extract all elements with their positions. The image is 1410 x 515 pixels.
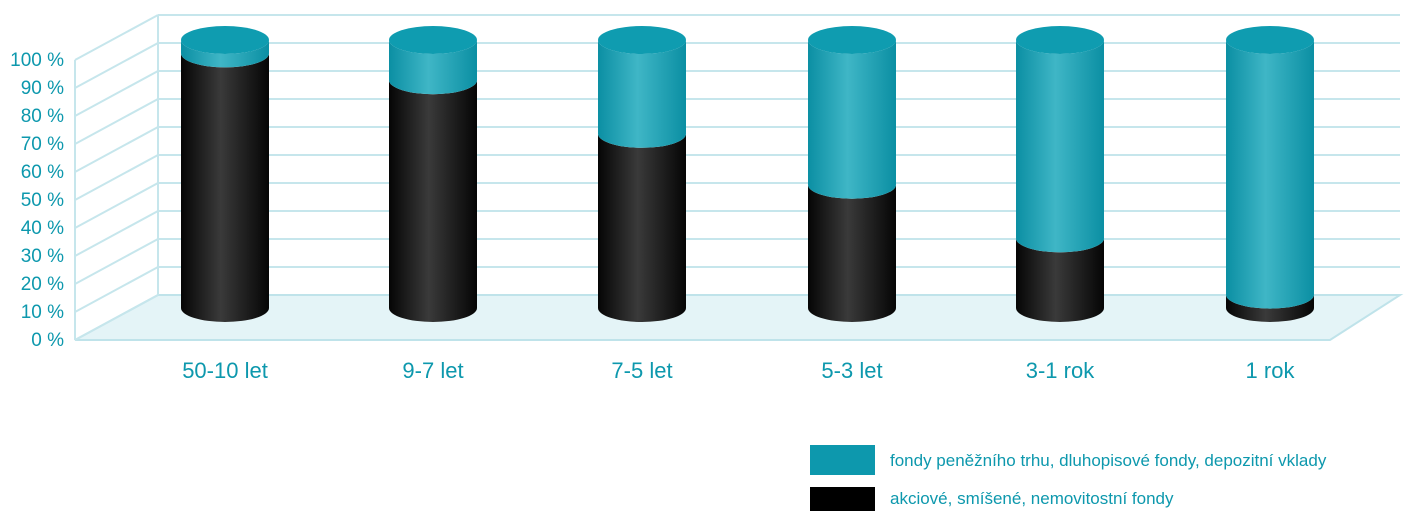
grid-side-line bbox=[74, 238, 159, 285]
bar-top-cap bbox=[808, 26, 896, 54]
bar-cylinder bbox=[808, 26, 896, 322]
x-tick-label: 3-1 rok bbox=[1026, 358, 1095, 383]
y-tick-label: 30 % bbox=[21, 246, 64, 267]
bar-top-cap bbox=[1016, 26, 1104, 54]
y-tick-label: 60 % bbox=[21, 162, 64, 183]
bar-segment-equity bbox=[181, 53, 269, 323]
legend-swatch-black bbox=[810, 487, 875, 511]
x-axis-labels: 50-10 let 9-7 let 7-5 let 5-3 let 3-1 rok 1 r… bbox=[182, 358, 1295, 383]
x-tick-label: 9-7 let bbox=[402, 358, 463, 383]
y-tick-label: 70 % bbox=[21, 134, 64, 155]
bar-cylinder bbox=[389, 26, 477, 322]
bar-segment-equity bbox=[1226, 294, 1314, 322]
y-tick-label: 40 % bbox=[21, 218, 64, 239]
bar-cylinder bbox=[1016, 26, 1104, 322]
bar-segment-money-market bbox=[181, 40, 269, 68]
grid-side-line bbox=[74, 294, 159, 341]
x-tick-label: 7-5 let bbox=[611, 358, 672, 383]
grid-side-line bbox=[74, 154, 159, 201]
bar-segment-equity bbox=[808, 184, 896, 322]
bar-cylinder bbox=[1226, 26, 1314, 322]
bar-top-cap bbox=[181, 26, 269, 54]
grid-side-line bbox=[74, 42, 159, 89]
chart-bars bbox=[181, 26, 1314, 323]
bar-segment-equity bbox=[389, 80, 477, 322]
chart-floor bbox=[74, 294, 1404, 341]
bar-segment-money-market bbox=[808, 40, 896, 199]
bar-segment-money-market bbox=[598, 40, 686, 148]
bar-segment-money-market bbox=[389, 40, 477, 95]
y-tick-label: 10 % bbox=[21, 302, 64, 323]
legend-label-black: akciové, smíšené, nemovitostní fondy bbox=[890, 489, 1174, 508]
bar-segment-equity bbox=[598, 133, 687, 322]
legend: fondy peněžního trhu, dluhopisové fondy,… bbox=[810, 445, 1327, 511]
legend-swatch-teal bbox=[810, 445, 875, 475]
y-tick-label: 20 % bbox=[21, 274, 64, 295]
y-tick-label: 0 % bbox=[31, 330, 64, 351]
y-tick-label: 80 % bbox=[21, 106, 64, 127]
x-tick-label: 1 rok bbox=[1246, 358, 1296, 383]
grid-side-line bbox=[74, 126, 159, 173]
bar-segment-money-market bbox=[1226, 40, 1314, 309]
bar-top-cap bbox=[1226, 26, 1314, 54]
y-tick-label: 50 % bbox=[21, 190, 64, 211]
grid-side-line bbox=[74, 98, 159, 145]
bar-segment-equity bbox=[1016, 238, 1104, 322]
x-tick-label: 5-3 let bbox=[821, 358, 882, 383]
x-tick-label: 50-10 let bbox=[182, 358, 268, 383]
y-tick-label: 100 % bbox=[10, 50, 64, 71]
bar-top-cap bbox=[598, 26, 686, 54]
chart-grid bbox=[74, 14, 1404, 341]
y-tick-label: 90 % bbox=[21, 78, 64, 99]
grid-side-line bbox=[74, 182, 159, 229]
grid-side-line bbox=[74, 70, 159, 117]
bar-top-cap bbox=[389, 26, 477, 54]
grid-side-line bbox=[74, 266, 159, 313]
grid-side-line bbox=[74, 210, 159, 257]
bar-cylinder bbox=[598, 26, 687, 322]
grid-side-line bbox=[74, 14, 159, 61]
bar-cylinder bbox=[181, 26, 269, 323]
y-axis-ticks: 0 % 10 % 20 % 30 % 40 % 50 % 60 % 70 % 80 % 90 % 1… bbox=[10, 50, 64, 351]
legend-label-teal: fondy peněžního trhu, dluhopisové fondy,… bbox=[890, 451, 1327, 470]
bar-segment-money-market bbox=[1016, 40, 1104, 253]
